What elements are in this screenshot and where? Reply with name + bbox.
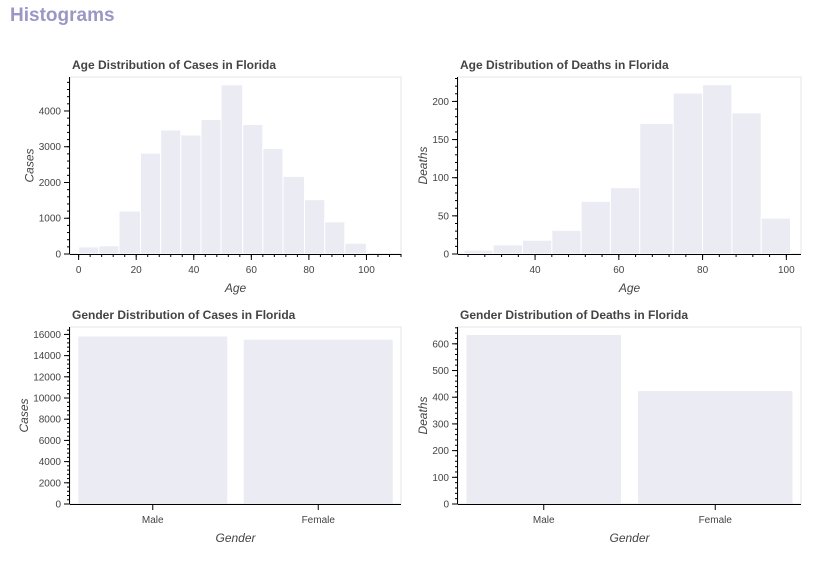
y-tick-label: 2000 [39, 178, 62, 189]
y-axis-label: Deaths [416, 146, 430, 184]
y-tick-label: 3000 [39, 142, 62, 153]
y-tick-label: 0 [55, 250, 61, 261]
category-bar [78, 336, 228, 504]
y-tick-label: 14000 [33, 351, 61, 362]
y-axis-label: Cases [23, 148, 37, 182]
histogram-bar [731, 112, 762, 255]
chart-title: Gender Distribution of Cases in Florida [72, 308, 296, 322]
y-tick-label: 2000 [39, 478, 62, 489]
x-tick-label: 0 [76, 265, 82, 276]
y-tick-label: 500 [432, 366, 449, 377]
x-tick-label: 20 [131, 265, 143, 276]
x-tick-label: 100 [778, 265, 795, 276]
x-tick-label: 40 [529, 265, 541, 276]
chart-title: Age Distribution of Deaths in Florida [460, 58, 669, 72]
x-axis-label: Age [224, 281, 247, 295]
page-title: Histograms [10, 5, 115, 26]
category-bar [638, 391, 793, 504]
y-tick-label: 6000 [39, 436, 62, 447]
x-tick-label: 100 [358, 265, 375, 276]
x-tick-label: 80 [303, 265, 315, 276]
x-tick-label: 40 [188, 265, 200, 276]
x-axis-label: Gender [609, 531, 650, 545]
chart-title: Age Distribution of Cases in Florida [72, 58, 276, 72]
x-tick-label: 60 [246, 265, 258, 276]
y-tick-label: 0 [443, 500, 449, 511]
y-tick-label: 0 [443, 250, 449, 261]
y-tick-label: 300 [432, 419, 449, 430]
y-tick-label: 100 [432, 173, 449, 184]
y-tick-label: 200 [432, 97, 449, 108]
x-tick-label: 60 [613, 265, 625, 276]
y-tick-label: 16000 [33, 330, 61, 341]
y-tick-label: 12000 [33, 372, 61, 383]
y-tick-label: 150 [432, 135, 449, 146]
y-tick-label: 4000 [39, 457, 62, 468]
y-tick-label: 200 [432, 446, 449, 457]
y-tick-label: 4000 [39, 106, 62, 117]
y-tick-label: 8000 [39, 415, 62, 426]
x-axis-label: Gender [215, 531, 256, 545]
y-tick-label: 100 [432, 473, 449, 484]
x-tick-label: 80 [697, 265, 709, 276]
y-axis-label: Cases [17, 398, 31, 432]
x-tick-label: Male [142, 515, 164, 526]
histogram-bar [760, 217, 792, 255]
y-tick-label: 50 [438, 211, 450, 222]
x-tick-label: Male [533, 515, 555, 526]
x-tick-label: Female [302, 515, 336, 526]
category-bar [466, 335, 621, 504]
y-tick-label: 1000 [39, 214, 62, 225]
chart-title: Gender Distribution of Deaths in Florida [460, 308, 688, 322]
y-axis-label: Deaths [416, 396, 430, 434]
y-tick-label: 0 [55, 500, 61, 511]
category-bar [243, 339, 393, 504]
y-tick-label: 600 [432, 339, 449, 350]
histogram-bar [702, 84, 733, 255]
x-tick-label: Female [699, 515, 733, 526]
y-tick-label: 400 [432, 393, 449, 404]
y-tick-label: 10000 [33, 394, 61, 405]
x-axis-label: Age [618, 281, 641, 295]
